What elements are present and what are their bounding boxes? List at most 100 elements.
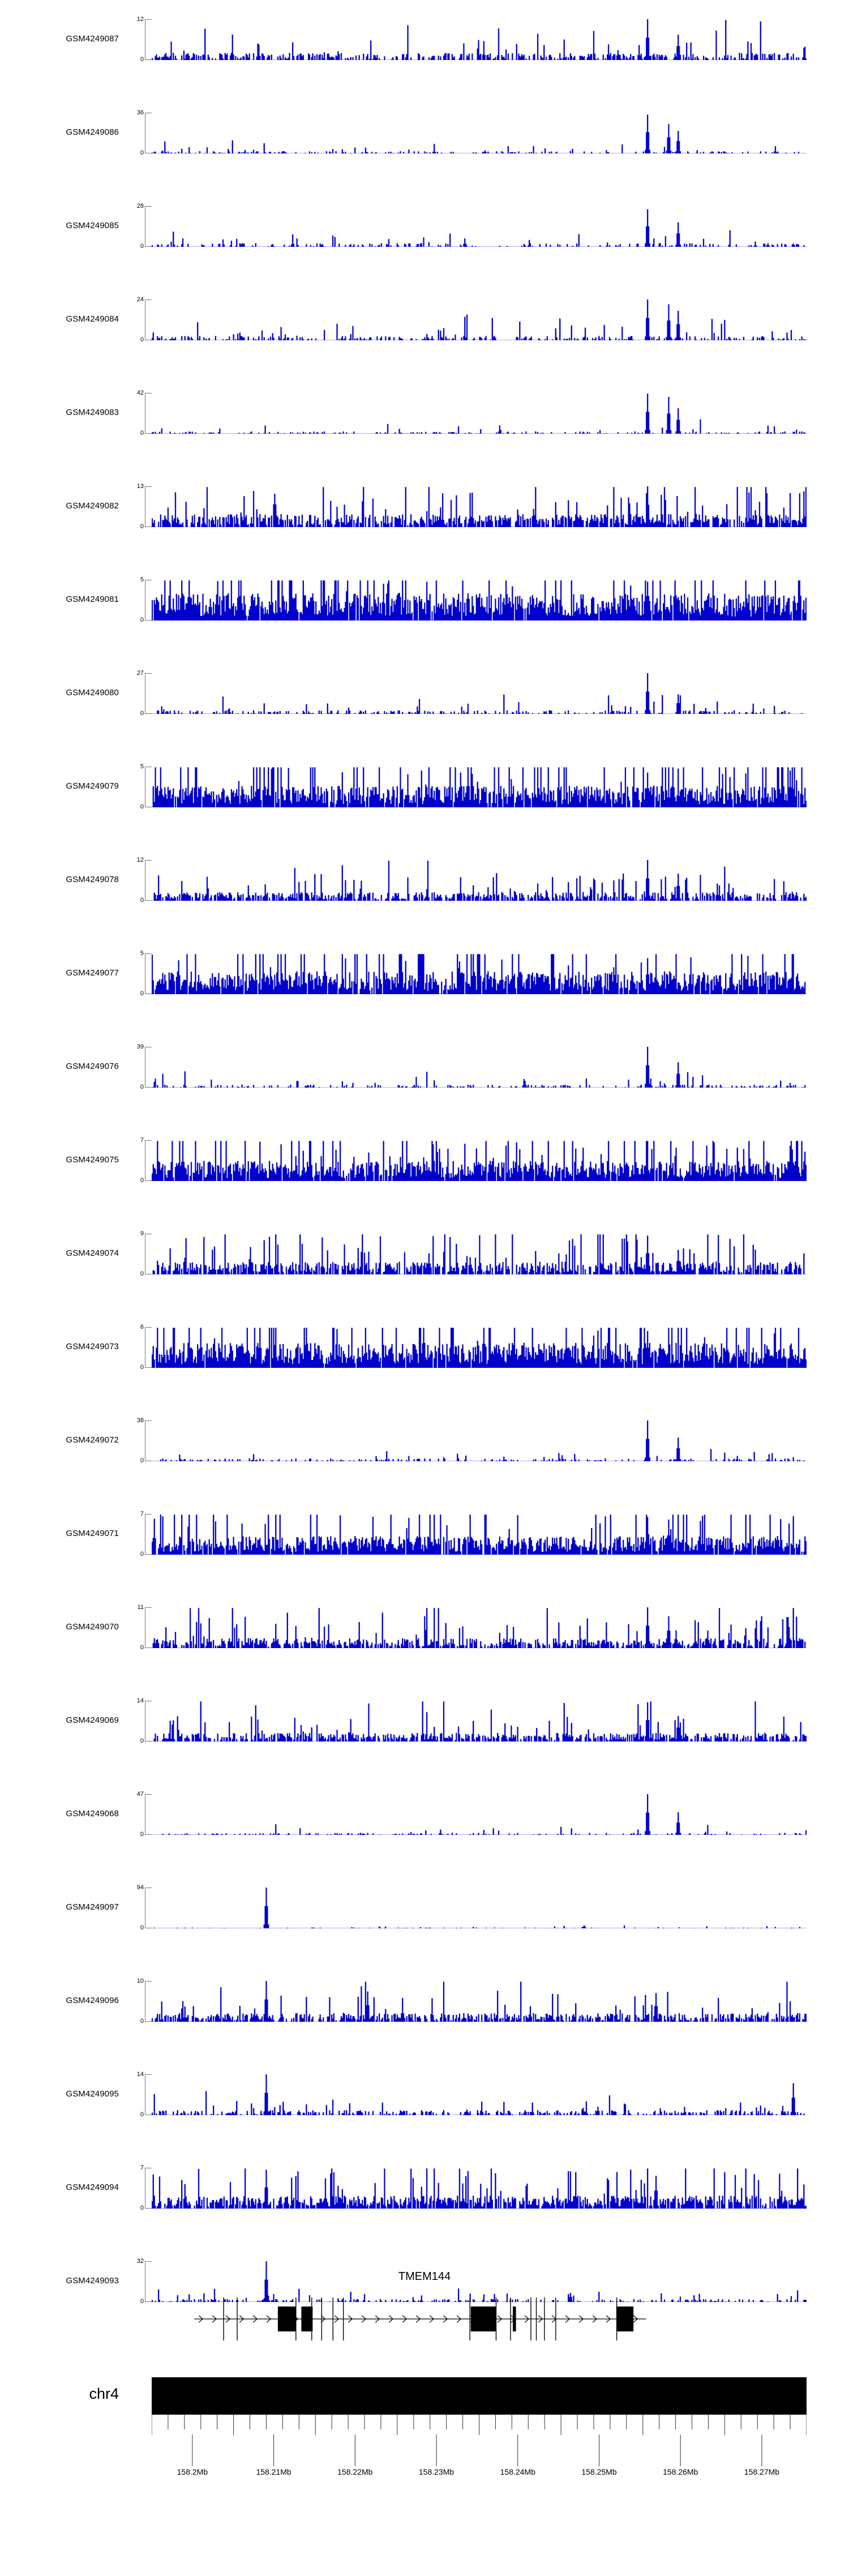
y-axis-line — [145, 953, 152, 994]
track-plot-area[interactable] — [152, 1140, 807, 1181]
y-axis-min-label: 0 — [140, 1738, 144, 1744]
signal-track[interactable]: GSM4249083 42 0 — [0, 390, 849, 437]
track-plot-area[interactable] — [152, 953, 807, 994]
chromosome-ideogram[interactable] — [151, 2369, 807, 2443]
track-plot-area[interactable] — [152, 1514, 807, 1555]
signal-area — [152, 1047, 807, 1088]
y-axis-max-label: 12 — [136, 857, 144, 863]
signal-track[interactable]: GSM4249069 14 0 — [0, 1698, 849, 1744]
signal-track[interactable]: GSM4249094 7 0 — [0, 2165, 849, 2211]
signal-track[interactable]: GSM4249070 11 0 — [0, 1604, 849, 1651]
track-plot-area[interactable] — [152, 19, 807, 60]
y-axis-line — [145, 1607, 152, 1648]
signal-area — [152, 1607, 807, 1648]
y-axis-max-label: 5 — [140, 950, 144, 957]
coordinate-tick-label: 158.24Mb — [500, 2467, 535, 2476]
signal-track[interactable]: GSM4249076 39 0 — [0, 1044, 849, 1090]
signal-track[interactable]: GSM4249095 14 0 — [0, 2072, 849, 2118]
signal-track[interactable]: GSM4249086 36 0 — [0, 110, 849, 156]
y-axis-line — [145, 1981, 152, 2022]
y-axis-min-label: 0 — [140, 2205, 144, 2211]
track-sample-label: GSM4249093 — [66, 2276, 119, 2286]
signal-track[interactable]: GSM4249068 47 0 — [0, 1791, 849, 1838]
signal-track[interactable]: GSM4249081 5 0 — [0, 576, 849, 623]
coordinate-tick-label: 158.23Mb — [418, 2467, 454, 2476]
track-plot-area[interactable] — [152, 206, 807, 247]
y-axis-line — [145, 486, 152, 527]
track-y-axis: 14 0 — [128, 1698, 152, 1744]
signal-area — [152, 1701, 807, 1741]
track-plot-area[interactable] — [152, 1981, 807, 2022]
y-axis-tick-min — [145, 59, 152, 60]
y-axis-max-label: 7 — [140, 1137, 144, 1144]
signal-track[interactable]: GSM4249085 28 0 — [0, 203, 849, 250]
signal-track[interactable]: GSM4249087 12 0 — [0, 16, 849, 63]
track-sample-label: GSM4249084 — [66, 314, 119, 324]
signal-track[interactable]: GSM4249078 12 0 — [0, 857, 849, 904]
track-y-axis: 14 0 — [128, 2072, 152, 2118]
y-axis-max-label: 10 — [136, 1978, 144, 1984]
track-plot-area[interactable] — [152, 2261, 807, 2302]
track-plot-area[interactable] — [152, 113, 807, 153]
track-plot-area[interactable] — [152, 1794, 807, 1835]
y-axis-tick-min — [145, 713, 152, 714]
track-plot-area[interactable] — [152, 1047, 807, 1088]
track-y-axis: 36 0 — [128, 110, 152, 156]
track-plot-area[interactable] — [152, 860, 807, 901]
track-sample-label: GSM4249094 — [66, 2183, 119, 2192]
signal-track[interactable]: GSM4249093 32 0 — [0, 2258, 849, 2305]
track-sample-label: GSM4249081 — [66, 594, 119, 604]
y-axis-min-label: 0 — [140, 430, 144, 437]
y-axis-min-label: 0 — [140, 1177, 144, 1184]
signal-track[interactable]: GSM4249071 7 0 — [0, 1511, 849, 1557]
y-axis-max-label: 28 — [136, 203, 144, 209]
track-plot-area[interactable] — [152, 1327, 807, 1368]
track-plot-area[interactable] — [152, 767, 807, 807]
track-plot-area[interactable] — [152, 580, 807, 621]
track-plot-area[interactable] — [152, 1607, 807, 1648]
track-y-axis: 12 0 — [128, 857, 152, 904]
track-sample-label: GSM4249086 — [66, 127, 119, 137]
track-plot-area[interactable] — [152, 1234, 807, 1274]
y-axis-min-label: 0 — [140, 1084, 144, 1090]
track-y-axis: 13 0 — [128, 483, 152, 530]
y-axis-max-label: 11 — [137, 1604, 144, 1611]
track-plot-area[interactable] — [152, 2168, 807, 2209]
y-axis-max-label: 12 — [136, 16, 144, 23]
signal-track[interactable]: GSM4249079 5 0 — [0, 764, 849, 810]
y-axis-max-label: 32 — [136, 2258, 144, 2265]
track-plot-area[interactable] — [152, 393, 807, 434]
y-axis-line — [145, 1420, 152, 1461]
signal-area — [152, 954, 807, 994]
track-sample-label: GSM4249072 — [66, 1435, 119, 1445]
signal-track[interactable]: GSM4249096 10 0 — [0, 1978, 849, 2025]
signal-track[interactable]: GSM4249077 5 0 — [0, 950, 849, 997]
signal-track[interactable]: GSM4249072 38 0 — [0, 1418, 849, 1464]
signal-track[interactable]: GSM4249084 24 0 — [0, 297, 849, 343]
signal-area — [152, 860, 807, 901]
coordinate-tick-label: 158.22Mb — [337, 2467, 373, 2476]
y-axis-line — [145, 860, 152, 901]
track-plot-area[interactable] — [152, 1420, 807, 1461]
track-plot-area[interactable] — [152, 299, 807, 340]
y-axis-max-label: 5 — [140, 576, 144, 583]
track-plot-area[interactable] — [152, 673, 807, 714]
track-plot-area[interactable] — [152, 1888, 807, 1928]
track-plot-area[interactable] — [152, 2074, 807, 2115]
gene-model-graphic[interactable] — [152, 2290, 807, 2352]
y-axis-min-label: 0 — [140, 803, 144, 810]
y-axis-line — [145, 580, 152, 621]
y-axis-tick-min — [145, 1367, 152, 1368]
signal-track[interactable]: GSM4249082 13 0 — [0, 483, 849, 530]
signal-area — [152, 393, 807, 434]
signal-track[interactable]: GSM4249073 6 0 — [0, 1324, 849, 1371]
signal-track[interactable]: GSM4249097 94 0 — [0, 1885, 849, 1931]
signal-track[interactable]: GSM4249074 9 0 — [0, 1231, 849, 1277]
y-axis-line — [145, 673, 152, 714]
track-plot-area[interactable] — [152, 486, 807, 527]
track-plot-area[interactable] — [152, 1701, 807, 1741]
signal-track[interactable]: GSM4249080 27 0 — [0, 670, 849, 717]
y-axis-min-label: 0 — [140, 2298, 144, 2305]
y-axis-tick-max — [145, 299, 152, 300]
signal-track[interactable]: GSM4249075 7 0 — [0, 1137, 849, 1184]
